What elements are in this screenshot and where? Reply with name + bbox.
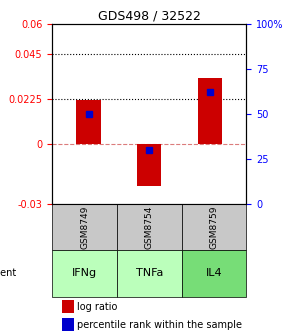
FancyBboxPatch shape bbox=[52, 250, 117, 297]
Text: IL4: IL4 bbox=[206, 268, 222, 279]
Text: GSM8749: GSM8749 bbox=[80, 205, 89, 249]
FancyBboxPatch shape bbox=[117, 250, 182, 297]
Text: GSM8754: GSM8754 bbox=[145, 205, 154, 249]
Bar bbox=[62, 300, 74, 313]
FancyBboxPatch shape bbox=[182, 204, 246, 250]
FancyBboxPatch shape bbox=[52, 204, 117, 250]
Text: agent: agent bbox=[0, 268, 17, 279]
Title: GDS498 / 32522: GDS498 / 32522 bbox=[98, 9, 201, 23]
Text: TNFa: TNFa bbox=[136, 268, 163, 279]
Text: log ratio: log ratio bbox=[77, 302, 118, 312]
Bar bbox=[137, 144, 162, 186]
Text: IFNg: IFNg bbox=[72, 268, 97, 279]
Bar bbox=[198, 78, 222, 144]
Text: percentile rank within the sample: percentile rank within the sample bbox=[77, 320, 242, 330]
Bar bbox=[62, 318, 74, 331]
FancyBboxPatch shape bbox=[117, 204, 182, 250]
Text: GSM8759: GSM8759 bbox=[210, 205, 219, 249]
Bar bbox=[77, 100, 101, 144]
FancyBboxPatch shape bbox=[182, 250, 246, 297]
